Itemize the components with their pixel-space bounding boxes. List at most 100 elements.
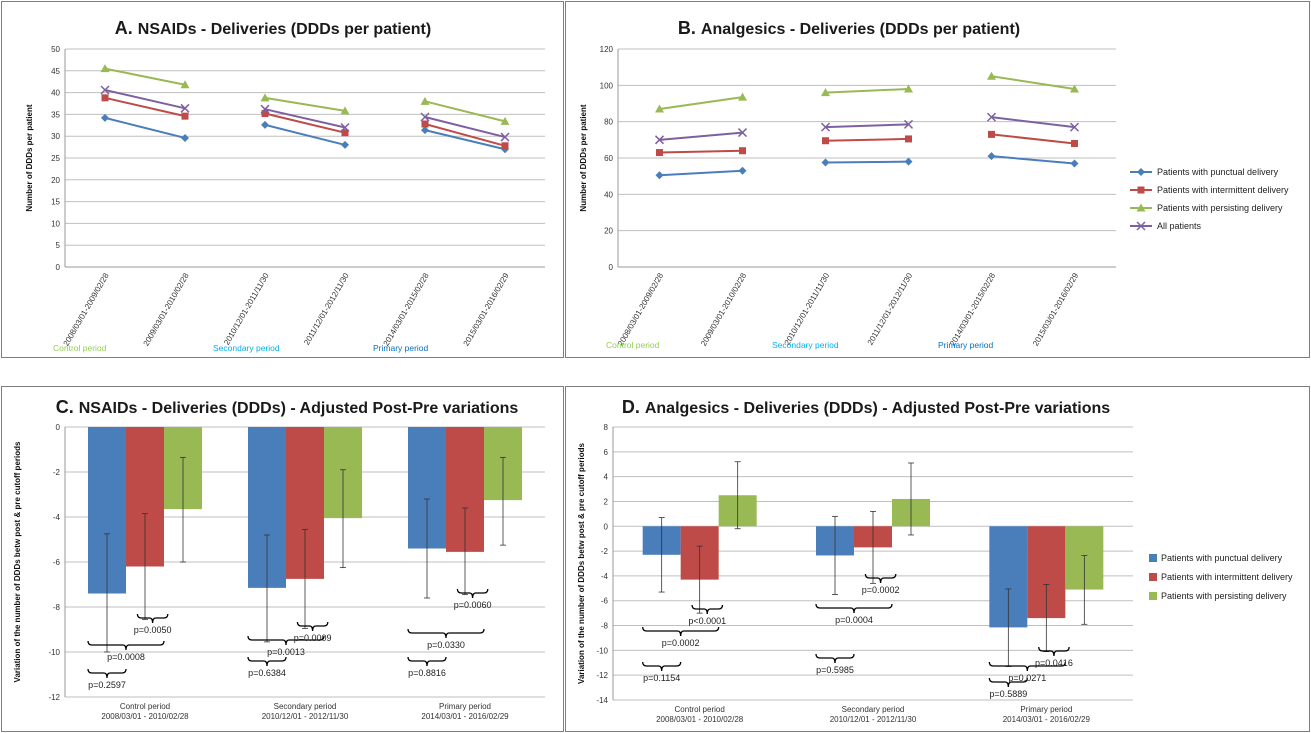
significance-brace bbox=[1038, 646, 1070, 657]
y-tick-label: 6 bbox=[604, 448, 609, 457]
y-tick-label: -12 bbox=[596, 671, 608, 680]
data-point-b bbox=[986, 112, 997, 122]
p-value-label: p=0.0271 bbox=[1008, 673, 1046, 683]
x-category-label: Control period bbox=[675, 705, 725, 714]
data-point-b bbox=[500, 132, 510, 142]
chart-title: C. NSAIDs - Deliveries (DDDs) - Adjusted… bbox=[56, 397, 519, 417]
x-tick-label: 2011/12/01-2012/11/30 bbox=[866, 271, 915, 347]
data-point-b bbox=[1069, 122, 1080, 132]
significance-brace bbox=[456, 588, 489, 599]
y-tick-label: -4 bbox=[53, 513, 61, 522]
y-tick-label: 50 bbox=[51, 45, 60, 54]
p-value-label: p=0.0050 bbox=[134, 625, 172, 635]
data-point bbox=[820, 122, 831, 132]
chart-title-letter: B. bbox=[678, 18, 701, 38]
x-category-dates: 2010/12/01 - 2012/11/30 bbox=[262, 712, 349, 721]
panel-b-analgesics-lines: B. Analgesics - Deliveries (DDDs per pat… bbox=[565, 1, 1310, 358]
data-point-b bbox=[820, 122, 831, 132]
p-value-label: p=0.1154 bbox=[643, 673, 680, 683]
data-point bbox=[181, 112, 189, 120]
series-segment bbox=[825, 123, 909, 129]
data-point bbox=[421, 120, 429, 128]
data-point bbox=[100, 85, 110, 95]
x-category-dates: 2008/03/01 - 2010/02/28 bbox=[101, 712, 189, 721]
data-point bbox=[738, 92, 747, 101]
data-point bbox=[340, 106, 350, 115]
data-point bbox=[654, 135, 665, 145]
legend-label: Patients with persisting delivery bbox=[1157, 203, 1283, 213]
series-punctual bbox=[655, 152, 1079, 180]
y-tick-label: 20 bbox=[604, 227, 613, 236]
p-value-label: p=0.0060 bbox=[454, 600, 492, 610]
x-category-label: Secondary period bbox=[842, 705, 905, 714]
chart-title: B. Analgesics - Deliveries (DDDs per pat… bbox=[678, 18, 1020, 38]
data-point bbox=[180, 103, 190, 113]
p-value-label: p=0.2597 bbox=[88, 680, 126, 690]
data-point bbox=[738, 166, 747, 175]
series-segment bbox=[991, 133, 1075, 145]
y-tick-label: 20 bbox=[51, 176, 60, 185]
significance-brace bbox=[87, 640, 165, 651]
y-tick-label: -2 bbox=[53, 468, 61, 477]
data-point bbox=[500, 132, 510, 142]
series-segment bbox=[424, 123, 506, 147]
p-value-label: p=0.0009 bbox=[294, 633, 332, 643]
chart-title-text: Analgesics - Deliveries (DDDs per patien… bbox=[701, 21, 1020, 38]
data-point-b bbox=[420, 112, 430, 122]
x-tick-label: 2015/03/01-2016/02/29 bbox=[1031, 271, 1080, 348]
p-value-label: p=0.5985 bbox=[816, 665, 854, 675]
y-tick-label: 45 bbox=[51, 67, 60, 76]
data-point bbox=[500, 116, 510, 125]
data-point-b bbox=[737, 128, 748, 138]
period-label: Control period bbox=[53, 343, 107, 353]
data-point bbox=[101, 94, 109, 102]
y-tick-label: 0 bbox=[56, 263, 61, 272]
significance-brace bbox=[136, 613, 169, 624]
chart-title: D. Analgesics - Deliveries (DDDs) - Adju… bbox=[622, 397, 1110, 417]
series-segment bbox=[264, 112, 346, 134]
x-tick-label: 2008/03/01-2009/02/28 bbox=[62, 271, 111, 348]
data-point bbox=[822, 137, 829, 145]
p-value-label: p=0.0008 bbox=[107, 652, 145, 662]
y-tick-label: 0 bbox=[604, 522, 609, 531]
series-segment bbox=[104, 89, 186, 110]
data-point bbox=[656, 149, 663, 157]
y-tick-label: 40 bbox=[51, 89, 60, 98]
chart-title-letter: A. bbox=[115, 18, 138, 38]
series-segment bbox=[424, 100, 506, 123]
y-tick-label: 0 bbox=[609, 263, 614, 272]
significance-brace bbox=[87, 668, 127, 679]
series-segment bbox=[659, 169, 743, 177]
p-value-label: p=0.0330 bbox=[427, 640, 465, 650]
legend-swatch bbox=[1149, 554, 1157, 562]
series-all bbox=[654, 112, 1080, 145]
significance-brace bbox=[247, 635, 325, 646]
y-axis-label: Number of DDDs per patient bbox=[25, 104, 34, 211]
x-tick-label: 2008/03/01-2009/02/28 bbox=[616, 271, 665, 348]
x-category-label: Primary period bbox=[1020, 705, 1072, 714]
data-point bbox=[260, 93, 270, 102]
y-tick-label: 25 bbox=[51, 154, 60, 163]
x-category-dates: 2014/03/01 - 2016/02/29 bbox=[1003, 715, 1091, 724]
p-value-label: p=0.6384 bbox=[248, 668, 286, 678]
x-tick-label: 2015/03/01-2016/02/29 bbox=[462, 271, 511, 348]
data-point bbox=[341, 140, 349, 149]
significance-brace bbox=[988, 677, 1028, 688]
data-point-b bbox=[340, 122, 350, 133]
chart-title-letter: C. bbox=[56, 397, 79, 417]
significance-brace bbox=[815, 603, 893, 614]
period-label: Primary period bbox=[373, 343, 429, 353]
legend-marker bbox=[1136, 203, 1146, 212]
series-punctual bbox=[88, 427, 446, 653]
data-point bbox=[904, 157, 913, 166]
y-tick-label: 100 bbox=[600, 81, 614, 90]
y-tick-label: 30 bbox=[51, 132, 60, 141]
panel-a-nsaids-lines: A. NSAIDs - Deliveries (DDDs per patient… bbox=[1, 1, 564, 358]
y-axis-label: Variation of the number of DDDs betw pos… bbox=[13, 441, 22, 682]
significance-brace bbox=[296, 621, 329, 632]
period-label: Control period bbox=[606, 340, 660, 350]
data-point bbox=[420, 96, 430, 105]
y-tick-label: -10 bbox=[596, 646, 608, 655]
data-point bbox=[987, 71, 996, 80]
series-persisting bbox=[655, 71, 1079, 113]
